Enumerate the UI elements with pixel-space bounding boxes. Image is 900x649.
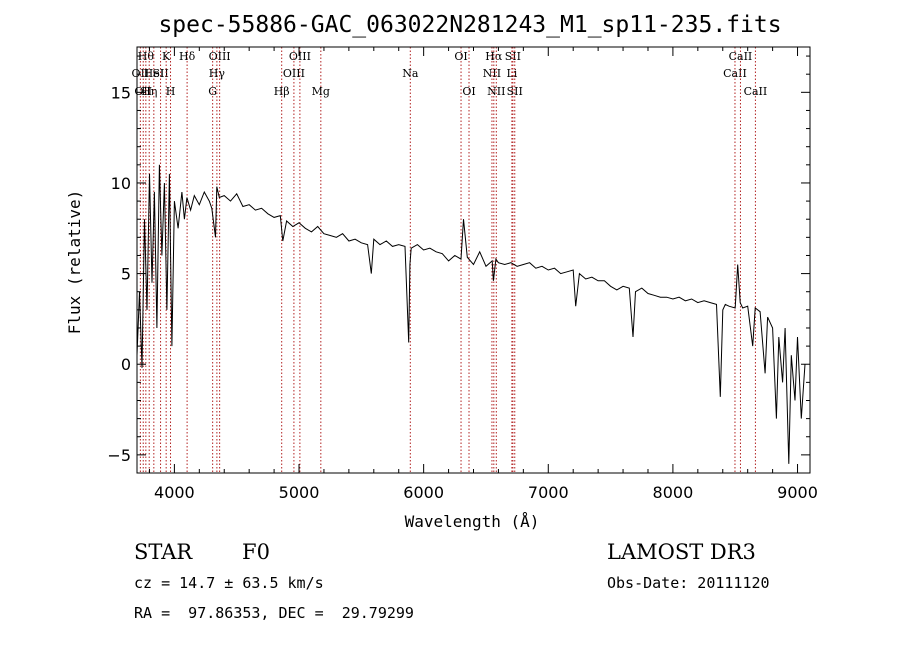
x-axis-label: Wavelength (Å): [405, 512, 540, 531]
coordinates: RA = 97.86353, DEC = 29.79299: [134, 604, 414, 622]
y-tick-label: −5: [107, 446, 131, 465]
spectral-line-label: Hα: [485, 50, 503, 63]
spectral-line-label: Hη: [141, 85, 157, 98]
spectral-line-label: OIII: [289, 50, 311, 63]
x-tick-label: 4000: [154, 483, 195, 502]
chart-title: spec-55886-GAC_063022N281243_M1_sp11-235…: [158, 12, 781, 38]
spectral-line-label: HeI: [144, 67, 164, 80]
y-tick-label: 15: [111, 83, 131, 102]
spectral-line-label: Hδ: [179, 50, 196, 63]
spectral-line-label: NII: [483, 67, 501, 80]
spectral-line-label: OI: [462, 85, 475, 98]
spectral-line-label: CaII: [723, 67, 747, 80]
x-tick-label: 7000: [528, 483, 569, 502]
y-tick-label: 0: [121, 355, 131, 374]
spectral-line-label: OII: [134, 85, 152, 98]
spectral-line-label: OI: [454, 50, 467, 63]
spectral-line-label: OIII: [209, 50, 231, 63]
plot-frame: [136, 46, 811, 474]
x-tick-label: 9000: [777, 483, 818, 502]
observation-date: Obs-Date: 20111120: [607, 574, 770, 592]
spectral-line-label: CaII: [744, 85, 768, 98]
object-subclass: F0: [242, 540, 270, 564]
spectral-line-label: OIII: [283, 67, 305, 80]
spectral-line-label: Hβ: [274, 85, 290, 98]
survey-name: LAMOST DR3: [607, 540, 756, 564]
spectral-line-label: Hγ: [209, 67, 226, 80]
x-tick-label: 8000: [653, 483, 694, 502]
y-axis-label: Flux (relative): [65, 190, 84, 335]
spectrum-line: [136, 164, 806, 464]
spectral-line-label: NII: [487, 85, 505, 98]
spectral-line-label: Mg: [312, 85, 330, 98]
spectral-line-label: SII: [507, 85, 523, 98]
redshift-velocity: cz = 14.7 ± 63.5 km/s: [134, 574, 324, 592]
spectral-line-label: Na: [402, 67, 419, 80]
object-class: STAR: [134, 540, 193, 564]
spectral-line-label: SII: [152, 67, 168, 80]
y-axis-ticks: −5 0 5 10 15: [107, 55, 810, 474]
spectral-line-label: Li: [506, 67, 517, 80]
spectrum-series: [136, 164, 806, 464]
x-axis-ticks: 4000 5000 6000 7000 8000 9000: [148, 47, 818, 502]
spectral-line-label: K: [162, 50, 171, 63]
y-tick-label: 5: [121, 265, 131, 284]
spectral-line-label: SII: [505, 50, 521, 63]
spectral-line-label: G: [208, 85, 217, 98]
x-tick-label: 6000: [403, 483, 444, 502]
spectral-line-label: Hθ: [138, 50, 155, 63]
y-tick-label: 10: [111, 174, 131, 193]
spectral-line-label: OII: [132, 67, 150, 80]
spectral-line-label: H: [166, 85, 176, 98]
x-tick-label: 5000: [279, 483, 320, 502]
spectral-line-markers: OIIOIIHθHηHeISIIKHHδGHγOIIIHβOIIIOIIIMgN…: [132, 47, 768, 473]
spectral-line-label: CaII: [729, 50, 753, 63]
